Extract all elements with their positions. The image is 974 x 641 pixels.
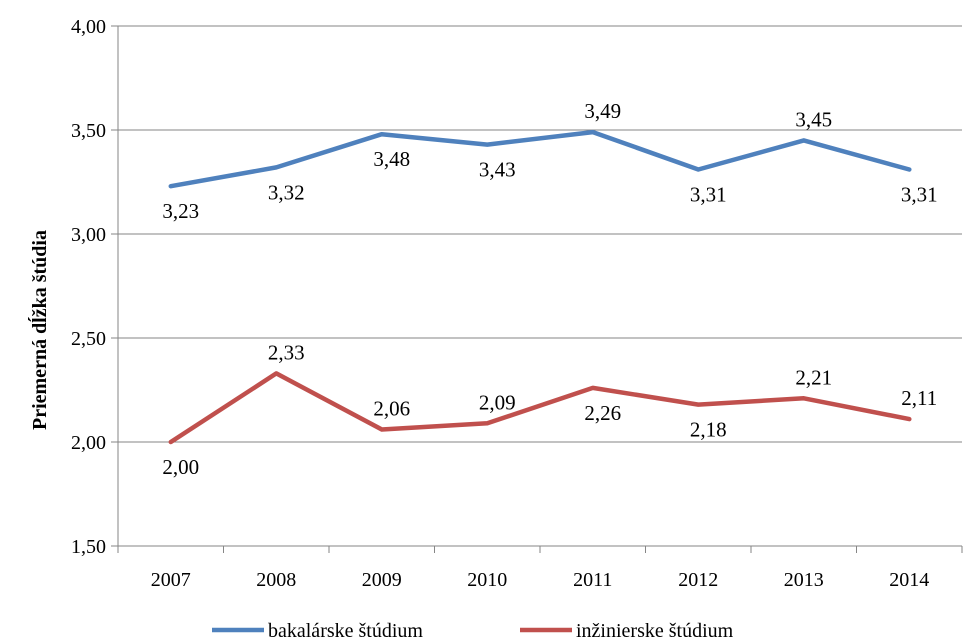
x-tick-label: 2009 (362, 569, 402, 591)
axes (117, 26, 962, 547)
y-tick-label: 4,00 (71, 16, 106, 38)
data-label: 2,18 (690, 418, 727, 442)
x-tick-label: 2008 (256, 569, 296, 591)
data-label: 2,06 (373, 397, 410, 421)
x-axis-ticks: 2007 2008 2009 2010 2011 2012 2013 2014 (117, 546, 963, 591)
gridlines (118, 25, 962, 443)
y-tick-label: 3,50 (71, 120, 106, 142)
legend-label: inžinierske štúdium (576, 620, 734, 641)
x-tick-label: 2013 (784, 569, 824, 591)
y-tick-label: 2,00 (71, 432, 106, 454)
y-axis-ticks: 1,50 2,00 2,50 3,00 3,50 4,00 (71, 16, 118, 558)
x-tick-label: 2011 (573, 569, 612, 591)
data-labels: 3,23 3,32 3,48 3,43 3,49 3,31 3,45 3,31 2,00 2,33… (162, 99, 937, 479)
y-tick-label: 3,00 (71, 224, 106, 246)
data-label: 3,45 (795, 107, 832, 131)
legend: bakalárske štúdium inžinierske štúdium (212, 620, 734, 641)
y-tick-label: 2,50 (71, 328, 106, 350)
data-label: 2,26 (584, 401, 621, 425)
data-label: 3,23 (162, 199, 199, 223)
y-tick-label: 1,50 (71, 536, 106, 558)
data-label: 3,49 (584, 99, 621, 123)
series-line-1 (168, 129, 912, 189)
y-axis-title: Priemerná dĺžka štúdia (27, 230, 51, 430)
x-tick-label: 2012 (678, 569, 718, 591)
series-line-2 (168, 371, 912, 445)
data-label: 3,31 (901, 183, 938, 207)
data-label: 2,33 (268, 340, 305, 364)
series-lines (168, 129, 912, 445)
data-label: 2,09 (479, 390, 516, 414)
data-label: 3,48 (373, 147, 410, 171)
x-tick-label: 2007 (151, 569, 191, 591)
data-label: 3,31 (690, 183, 727, 207)
x-tick-label: 2010 (467, 569, 507, 591)
legend-label: bakalárske štúdium (268, 620, 423, 641)
data-label: 3,43 (479, 158, 516, 182)
data-label: 2,00 (162, 455, 199, 479)
data-label: 2,21 (795, 365, 832, 389)
x-tick-label: 2014 (889, 569, 929, 591)
data-label: 3,32 (268, 180, 305, 204)
data-label: 2,11 (901, 386, 937, 410)
